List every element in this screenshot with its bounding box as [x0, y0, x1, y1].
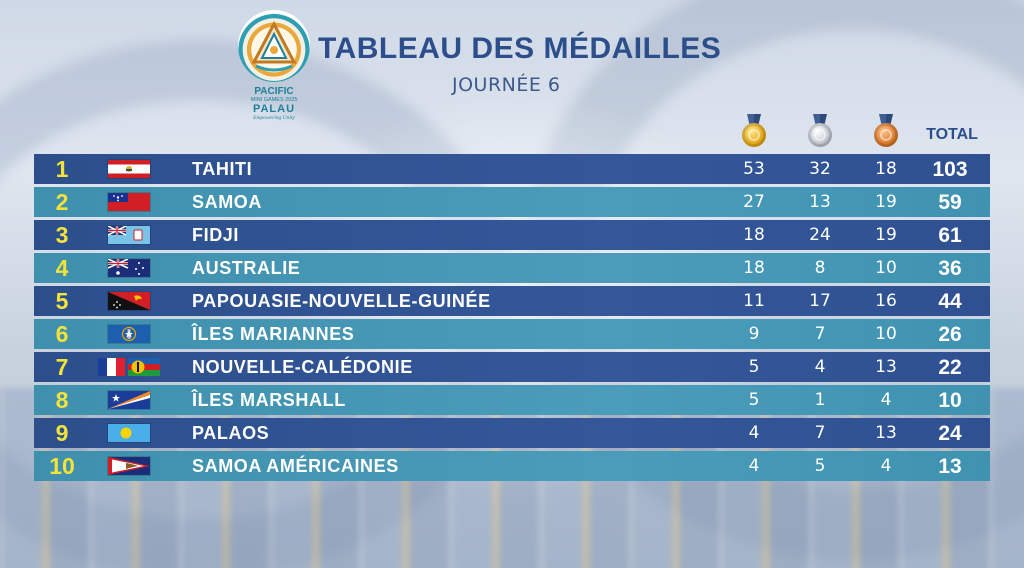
total-count: 44: [938, 290, 962, 313]
country-name: PAPOUASIE-NOUVELLE-GUINÉE: [192, 291, 491, 311]
total-count: 22: [938, 356, 962, 379]
page-subtitle: JOURNÉE 6: [452, 74, 561, 96]
table-row: 2 SAMOA 27 13 19 59: [34, 187, 990, 217]
palau-flag-icon: [108, 424, 150, 442]
total-column-header: TOTAL: [926, 126, 978, 143]
northern-mariana-islands-flag-icon: [108, 325, 150, 343]
silver-count: 24: [809, 225, 831, 245]
bronze-count: 13: [875, 423, 897, 443]
gold-count: 18: [743, 258, 765, 278]
bronze-count: 4: [880, 390, 892, 410]
bronze-count: 10: [875, 258, 897, 278]
gold-medal-icon: [742, 114, 766, 148]
logo-line-games: MINI GAMES 2025: [250, 97, 298, 103]
papua-new-guinea-flag-icon: [108, 292, 150, 310]
total-count: 13: [938, 455, 962, 478]
tahiti-flag-icon: [108, 160, 150, 178]
gold-count: 53: [743, 159, 765, 179]
new-caledonia-flags-icon: [98, 358, 160, 376]
total-count: 61: [938, 224, 962, 247]
gold-count: 4: [748, 456, 760, 476]
rank: 10: [49, 453, 75, 479]
logo-line-palau: PALAU: [252, 103, 296, 115]
country-name: NOUVELLE-CALÉDONIE: [192, 357, 413, 377]
country-name: FIDJI: [192, 225, 240, 245]
country-name: PALAOS: [192, 423, 270, 443]
silver-count: 5: [814, 456, 826, 476]
bronze-count: 18: [875, 159, 897, 179]
rank: 2: [55, 189, 69, 215]
pacific-games-emblem-icon: [238, 10, 310, 82]
table-row: 8 ÎLES MARSHALL 5 1 4 10: [34, 385, 990, 415]
total-count: 59: [938, 191, 962, 214]
bronze-count: 19: [875, 192, 897, 212]
total-count: 36: [938, 257, 962, 280]
page-title: TABLEAU DES MÉDAILLES: [318, 32, 722, 65]
pacific-games-logo: PACIFIC MINI GAMES 2025 PALAU Empowering…: [236, 10, 312, 128]
silver-count: 7: [814, 324, 826, 344]
country-name: AUSTRALIE: [192, 258, 301, 278]
gold-count: 18: [743, 225, 765, 245]
rank: 8: [55, 387, 69, 413]
silver-count: 1: [814, 390, 826, 410]
samoa-flag-icon: [108, 193, 150, 211]
table-row: 5 PAPOUASIE-NOUVELLE-GUINÉE 11 17 16 44: [34, 286, 990, 316]
bronze-medal-icon: [874, 114, 898, 148]
rank: 7: [55, 354, 69, 380]
rank: 4: [55, 255, 69, 281]
bronze-count: 16: [875, 291, 897, 311]
total-count: 24: [938, 422, 962, 445]
rank: 1: [55, 156, 69, 182]
bronze-count: 19: [875, 225, 897, 245]
american-samoa-flag-icon: [108, 457, 150, 475]
gold-count: 9: [748, 324, 760, 344]
silver-count: 32: [809, 159, 831, 179]
country-name: ÎLES MARSHALL: [192, 390, 346, 410]
gold-count: 27: [743, 192, 765, 212]
marshall-islands-flag-icon: [108, 391, 150, 409]
table-row: 9 PALAOS 4 7 13 24: [34, 418, 990, 448]
bronze-count: 10: [875, 324, 897, 344]
country-name: TAHITI: [192, 159, 253, 179]
rank: 9: [55, 420, 69, 446]
silver-count: 17: [809, 291, 831, 311]
medal-table: 1 TAHITI 53 32 18 103 2 SAMOA 27 13 19 5…: [34, 154, 990, 484]
total-count: 26: [938, 323, 962, 346]
gold-count: 5: [748, 357, 760, 377]
table-row: 7 NOUVELLE-CALÉDONIE 5 4 13 22: [34, 352, 990, 382]
rank: 5: [55, 288, 69, 314]
bronze-count: 4: [880, 456, 892, 476]
logo-line-pacific: PACIFIC: [254, 86, 294, 97]
silver-medal-icon: [808, 114, 832, 148]
fiji-flag-icon: [108, 226, 150, 244]
logo-line-motto: Empowering Unity: [253, 115, 295, 121]
gold-count: 5: [748, 390, 760, 410]
gold-count: 4: [748, 423, 760, 443]
country-name: ÎLES MARIANNES: [192, 324, 355, 344]
table-row: 4 AUSTRALIE 18 8 10 36: [34, 253, 990, 283]
total-count: 10: [938, 389, 962, 412]
country-name: SAMOA: [192, 192, 262, 212]
table-row: 10 SAMOA AMÉRICAINES 4 5 4 13: [34, 451, 990, 481]
bronze-column-header: [868, 114, 904, 150]
gold-count: 11: [743, 291, 765, 311]
australia-flag-icon: [108, 259, 150, 277]
rank: 3: [55, 222, 69, 248]
rank: 6: [55, 321, 69, 347]
gold-column-header: [736, 114, 772, 150]
silver-count: 8: [814, 258, 826, 278]
silver-column-header: [802, 114, 838, 150]
silver-count: 4: [814, 357, 826, 377]
silver-count: 7: [814, 423, 826, 443]
table-row: 1 TAHITI 53 32 18 103: [34, 154, 990, 184]
table-row: 3 FIDJI 18 24 19 61: [34, 220, 990, 250]
total-count: 103: [932, 158, 968, 181]
bronze-count: 13: [875, 357, 897, 377]
silver-count: 13: [809, 192, 831, 212]
country-name: SAMOA AMÉRICAINES: [192, 456, 399, 476]
table-row: 6 ÎLES MARIANNES 9 7 10 26: [34, 319, 990, 349]
